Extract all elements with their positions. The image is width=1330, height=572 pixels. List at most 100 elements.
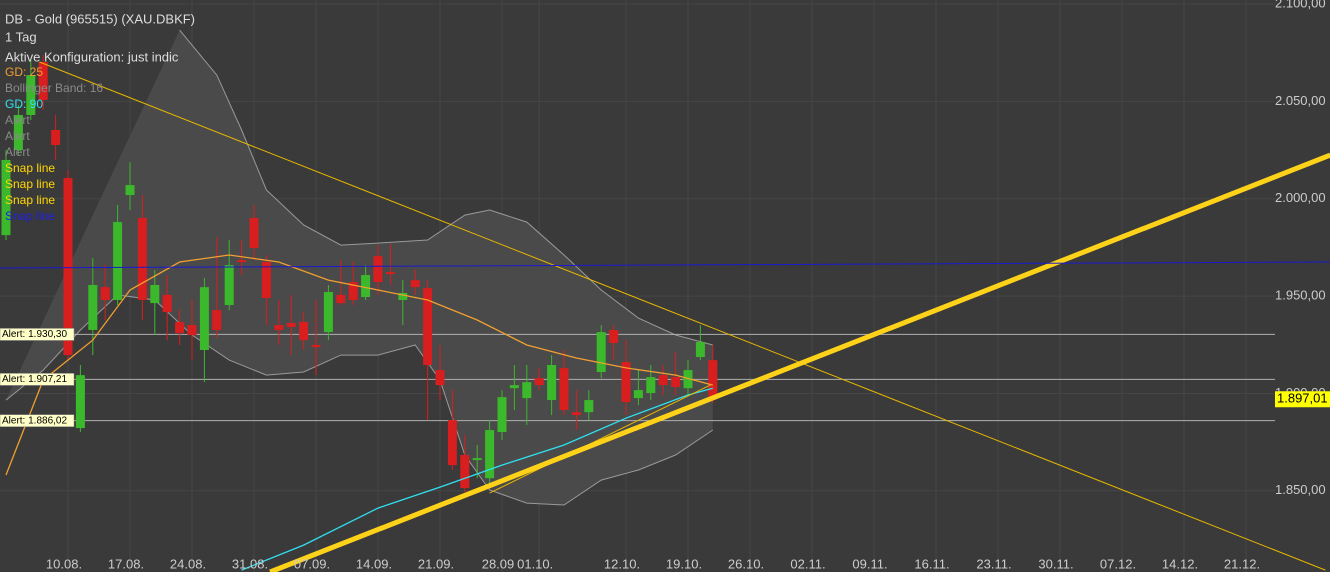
bollinger-fill: [6, 30, 713, 506]
legend-entry: Alert: [5, 113, 30, 127]
candle-body: [671, 377, 681, 388]
x-tick-label: 31.08.: [232, 556, 268, 571]
candle-body: [571, 412, 581, 416]
x-tick-label: 24.08.: [170, 556, 206, 571]
candle-body: [237, 260, 247, 263]
candle-body: [385, 272, 395, 275]
candle-body: [175, 321, 185, 334]
snap-line: [39, 61, 1326, 571]
y-tick-label: 2.050,00: [1275, 93, 1326, 108]
y-tick-label: 2.100,00: [1275, 0, 1326, 10]
candle-body: [261, 262, 271, 299]
moving-average: [5, 254, 713, 476]
candle-body: [13, 114, 23, 151]
snap-line: [0, 261, 1330, 269]
x-tick-label: 21.09.: [418, 556, 454, 571]
candle-body: [373, 256, 383, 283]
candle-body: [609, 329, 619, 344]
candle-body: [224, 265, 234, 306]
candle-body: [38, 62, 48, 100]
x-tick-label: 23.11.: [976, 556, 1011, 571]
alert-label: Alert: 1.907,21: [2, 374, 67, 385]
alert-label: Alert: 1.886,02: [2, 415, 67, 426]
legend-entry: Snap line: [5, 177, 55, 191]
configuration: Aktive Konfiguration: just indic: [5, 49, 179, 64]
candle-body: [137, 217, 147, 300]
candle-body: [311, 344, 321, 348]
y-tick-label: 2.000,00: [1275, 190, 1326, 205]
candle-body: [410, 280, 420, 288]
candle-body: [398, 292, 408, 300]
snap-line: [269, 152, 1330, 572]
alert-label-box: [0, 373, 75, 386]
candle-body: [435, 370, 445, 386]
x-tick-label: 09.11.: [852, 556, 887, 571]
candle-body: [348, 282, 358, 300]
x-tick-label: 28.09: [482, 556, 515, 571]
candle-body: [125, 185, 135, 196]
x-tick-label: 21.12.: [1224, 556, 1260, 571]
moving-average: [241, 387, 713, 571]
snap-line: [489, 384, 711, 494]
candle-body: [447, 420, 457, 466]
candle-body: [323, 291, 333, 333]
candle-body: [75, 375, 85, 429]
legend-entry: Snap line: [5, 209, 55, 223]
candle-body: [113, 222, 123, 300]
candle-body: [88, 284, 98, 330]
candle-body: [423, 288, 433, 366]
candle-body: [509, 385, 519, 389]
x-tick-label: 07.09.: [294, 556, 330, 571]
x-tick-label: 12.10.: [604, 556, 640, 571]
legend-entry: Snap line: [5, 161, 55, 175]
legend-entry: Snap line: [5, 193, 55, 207]
legend-entry: Bollinger Band: 16: [5, 81, 103, 95]
x-tick-label: 02.11.: [790, 556, 825, 571]
x-tick-label: 26.10.: [728, 556, 764, 571]
y-tick-label: 1.850,00: [1275, 482, 1326, 497]
candle-body: [212, 310, 222, 330]
candle-body: [63, 178, 73, 356]
candle-body: [534, 378, 544, 386]
candle-body: [559, 368, 569, 410]
x-tick-label: 30.11.: [1038, 556, 1073, 571]
candle-body: [708, 360, 718, 400]
candle-body: [150, 284, 160, 304]
candle-body: [51, 129, 61, 145]
candle-body: [497, 397, 507, 432]
x-tick-label: 17.08.: [108, 556, 144, 571]
legend-entry: GD: 25: [5, 65, 43, 79]
candle-body: [621, 362, 631, 403]
candle-body: [336, 294, 346, 304]
candle-body: [1, 159, 11, 236]
last-price-box: [1275, 391, 1330, 408]
candle-body: [584, 400, 594, 413]
candle-body: [274, 325, 284, 330]
bollinger-line: [179, 29, 713, 346]
x-tick-label: 01.10.: [517, 556, 553, 571]
candle-body: [286, 322, 296, 328]
alert-label: Alert: 1.930,30: [2, 329, 67, 340]
alert-label-box: [0, 328, 75, 341]
candle-body: [162, 294, 172, 313]
candle-body: [633, 390, 643, 399]
candle-body: [646, 377, 656, 394]
candle-body: [547, 365, 557, 401]
subtitle: 1 Tag: [5, 29, 37, 44]
candle-body: [522, 382, 532, 399]
legend-entry: GD: 90: [5, 97, 43, 111]
candle-body: [361, 275, 371, 298]
candle-body: [485, 430, 495, 479]
chart-title: DB - Gold (965515) (XAU.DBKF): [5, 11, 195, 26]
y-tick-label: 1.950,00: [1275, 288, 1326, 303]
candle-body: [26, 75, 36, 115]
x-tick-label: 19.10.: [666, 556, 702, 571]
candle-body: [187, 325, 197, 336]
legend-entry: Alert: [5, 129, 30, 143]
candle-body: [249, 217, 259, 248]
legend-entry: Alert: [5, 145, 30, 159]
candle-body: [460, 454, 470, 489]
